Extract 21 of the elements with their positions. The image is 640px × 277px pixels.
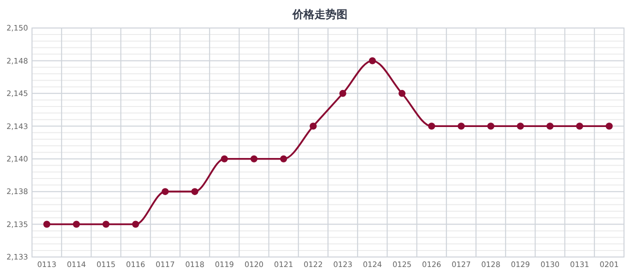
point — [606, 122, 613, 130]
point — [398, 90, 406, 97]
point — [102, 220, 110, 228]
point — [220, 155, 228, 162]
point — [487, 122, 494, 130]
point — [72, 220, 80, 228]
point — [250, 155, 258, 162]
point — [310, 122, 317, 130]
point — [191, 188, 198, 196]
point — [132, 220, 140, 228]
point — [546, 122, 554, 130]
point — [458, 122, 465, 130]
point — [368, 57, 376, 64]
point — [162, 188, 169, 196]
point — [280, 155, 288, 162]
point — [43, 220, 50, 228]
point — [516, 122, 524, 130]
point — [339, 90, 346, 97]
point — [576, 122, 584, 130]
chart-title: 价格走势图 — [292, 8, 348, 21]
point — [428, 122, 436, 130]
